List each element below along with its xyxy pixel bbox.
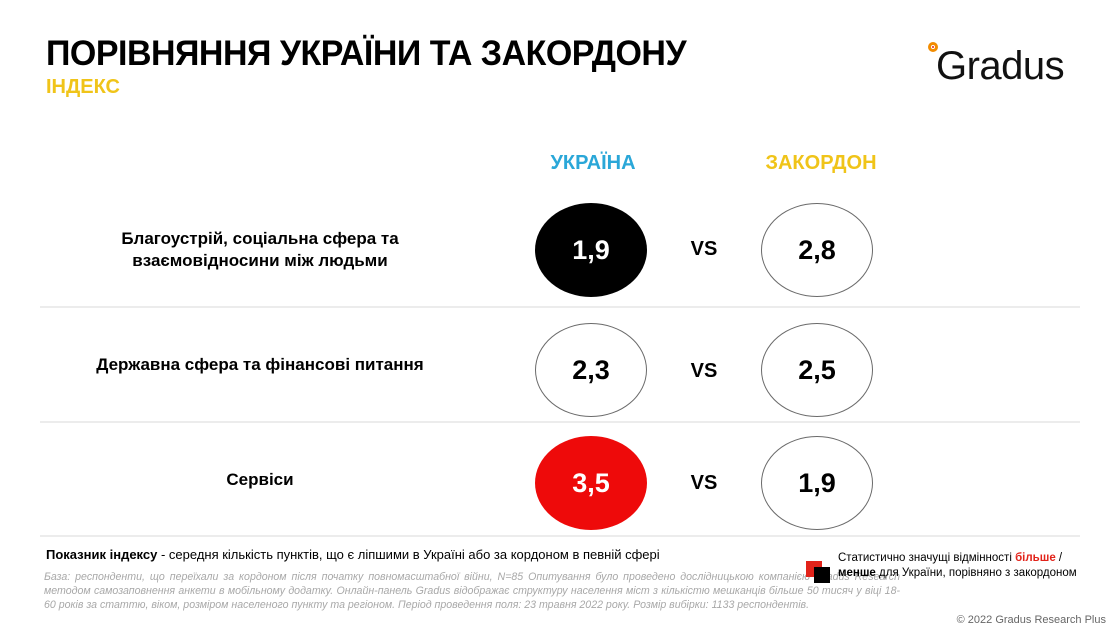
note-bold: Показник індексу bbox=[46, 547, 158, 562]
page-title: ПОРІВНЯННЯ УКРАЇНИ ТА ЗАКОРДОНУ bbox=[46, 34, 687, 73]
ukraine-value: 3,5 bbox=[572, 467, 610, 498]
row-divider bbox=[40, 421, 1080, 423]
logo-text: Gradus bbox=[936, 44, 1065, 88]
legend-sep: / bbox=[1055, 552, 1063, 564]
ukraine-value-circle: 1,9 bbox=[535, 203, 647, 297]
significance-squares-icon bbox=[806, 561, 832, 583]
abroad-value: 1,9 bbox=[798, 467, 836, 498]
ukraine-value: 1,9 bbox=[572, 234, 610, 265]
legend-more: більше bbox=[1015, 552, 1056, 564]
vs-label: VS bbox=[690, 472, 718, 494]
index-definition-note: Показник індексу - середня кількість пун… bbox=[46, 547, 660, 562]
abroad-value-circle: 2,8 bbox=[761, 203, 873, 297]
abroad-value: 2,8 bbox=[798, 234, 836, 265]
note-text: - середня кількість пунктів, що є ліпшим… bbox=[157, 547, 660, 562]
page-subtitle: ІНДЕКС bbox=[46, 76, 120, 98]
row-label-line: взаємовідносини між людьми bbox=[132, 251, 388, 270]
ukraine-value: 2,3 bbox=[572, 354, 610, 385]
column-header-abroad: ЗАКОРДОН bbox=[765, 152, 877, 174]
logo-dot-icon bbox=[928, 42, 938, 52]
row-label-line: Сервіси bbox=[226, 470, 294, 489]
legend-prefix: Статистично значущі відмінності bbox=[838, 552, 1016, 564]
abroad-value-circle: 1,9 bbox=[761, 436, 873, 530]
copyright: © 2022 Gradus Research Plus bbox=[956, 614, 1106, 626]
ukraine-value-circle: 2,3 bbox=[535, 323, 647, 417]
row-label-line: Благоустрій, соціальна сфера та bbox=[121, 229, 399, 248]
row-label-improvement: Благоустрій, соціальна сфера та взаємові… bbox=[40, 228, 480, 272]
significance-legend: Статистично значущі відмінності більше /… bbox=[806, 551, 1096, 585]
abroad-value: 2,5 bbox=[798, 354, 836, 385]
row-label-services: Сервіси bbox=[40, 469, 480, 491]
row-divider bbox=[40, 535, 1080, 537]
legend-text: Статистично значущі відмінності більше /… bbox=[838, 551, 1077, 581]
row-divider bbox=[40, 306, 1080, 308]
ukraine-value-circle: 3,5 bbox=[535, 436, 647, 530]
methodology-fine-print: База: респонденти, що переїхали за кордо… bbox=[44, 571, 900, 611]
column-header-ukraine: УКРАЇНА bbox=[550, 152, 636, 174]
abroad-value-circle: 2,5 bbox=[761, 323, 873, 417]
row-label-government: Державна сфера та фінансові питання bbox=[40, 354, 480, 376]
gradus-logo: Gradus bbox=[928, 40, 1088, 90]
black-square-icon bbox=[814, 567, 830, 583]
vs-label: VS bbox=[690, 238, 718, 260]
row-label-line: Державна сфера та фінансові питання bbox=[96, 355, 424, 374]
legend-less: менше bbox=[838, 567, 876, 579]
legend-suffix: для України, порівняно з закордоном bbox=[875, 567, 1077, 579]
vs-label: VS bbox=[690, 360, 718, 382]
